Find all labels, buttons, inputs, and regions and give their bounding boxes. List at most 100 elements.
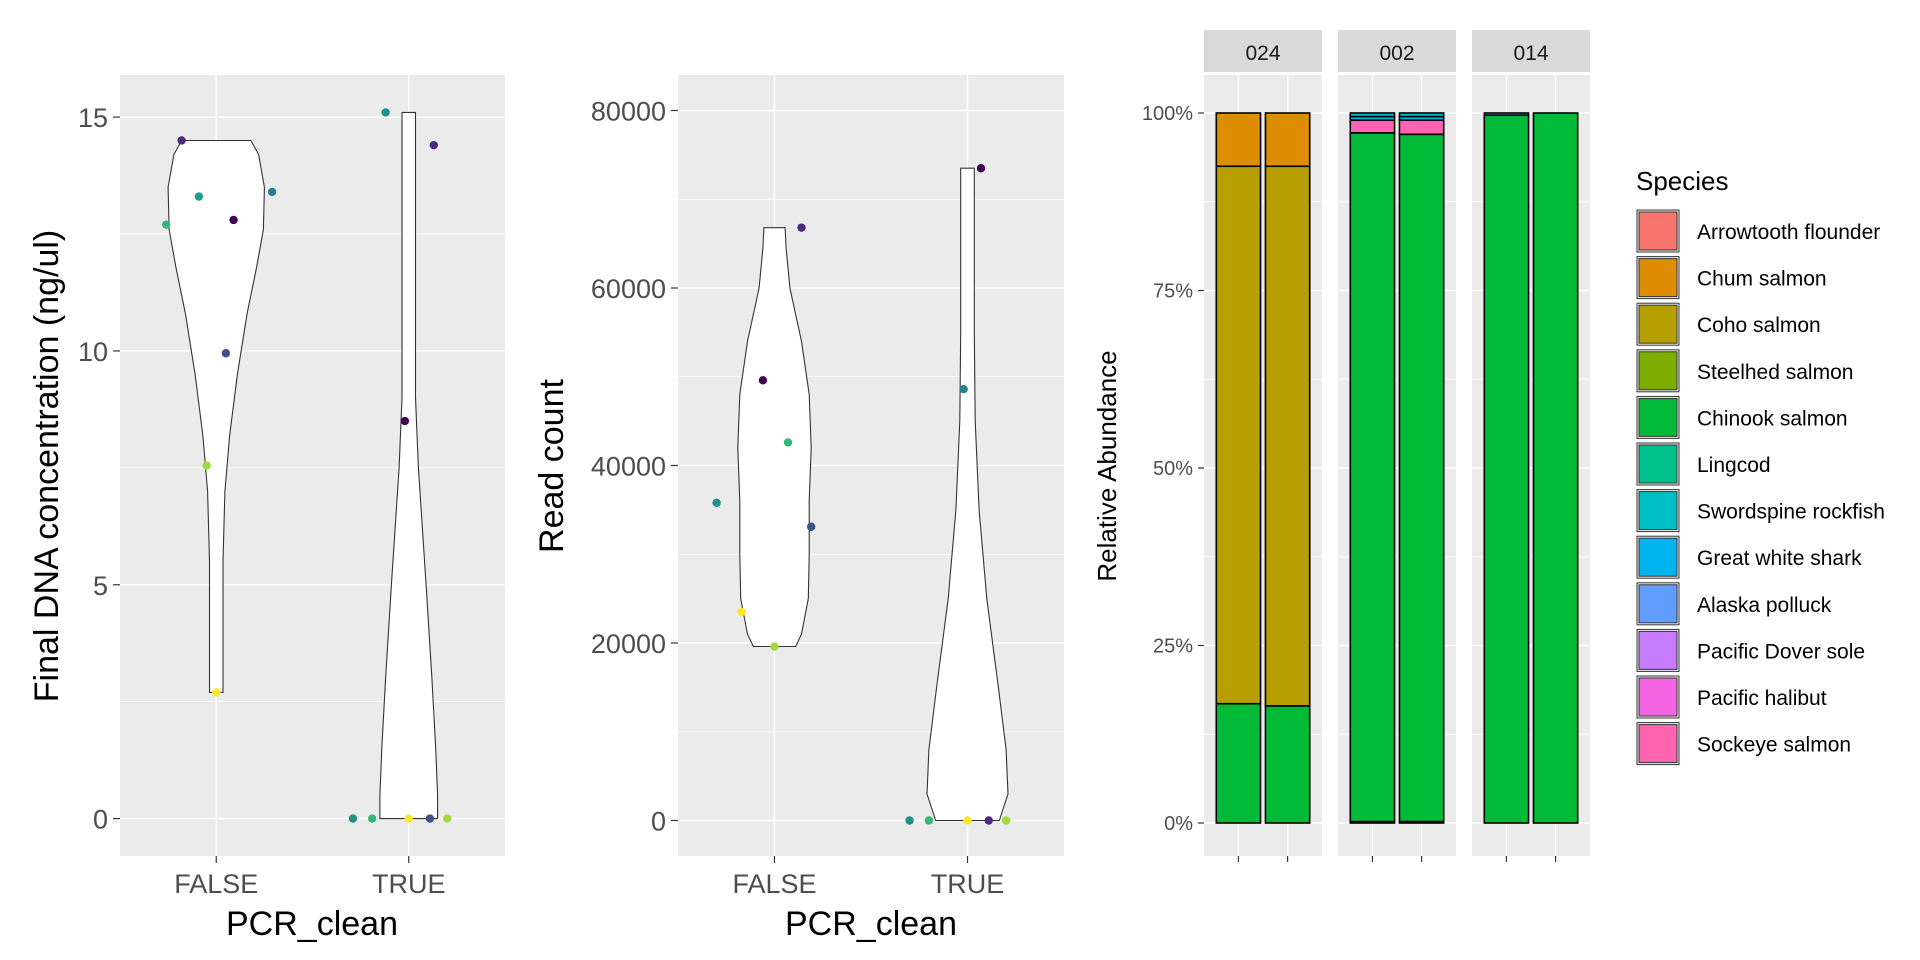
data-point [425,814,435,823]
data-point [221,349,231,358]
data-point [212,688,221,697]
legend-item: Arrowtooth flounder [1636,209,1880,253]
y-tick-label: 25% [1153,636,1193,658]
data-point [959,384,968,394]
legend-item: Pacific halibut [1636,675,1827,719]
panel-1-x-axis-title: PCR_clean [226,905,398,943]
y-tick-label: 0% [1164,813,1193,835]
x-tick-label: FALSE [732,869,816,899]
legend-label: Arrowtooth flounder [1697,221,1880,244]
y-tick-label: 15 [78,103,108,133]
legend-swatch [1638,351,1678,391]
legend-item: Pacific Dover sole [1636,628,1865,672]
facet-014: 014 [1472,30,1590,862]
bar-segment [1215,165,1262,705]
legend-swatch [1638,724,1678,764]
legend-label: Chum salmon [1697,268,1827,291]
legend-swatch [1638,444,1678,484]
bar-segment [1349,132,1396,823]
legend-label: Swordspine rockfish [1697,501,1885,524]
panel-2-x-axis-title: PCR_clean [785,905,957,943]
p1-violin-true [379,111,439,820]
bar-segment [1398,112,1445,118]
legend-label: Coho salmon [1697,314,1821,337]
p1-violin-false [167,139,265,693]
read-count-chart: 0 20000 40000 60000 80000 FALSE TRUE PCR_clean… [533,75,1064,943]
data-point [229,215,238,225]
legend-swatch [1638,258,1678,298]
bar-segment [1264,112,1311,168]
y-tick-label: 60000 [591,274,666,304]
data-point [963,816,972,825]
species-legend: Species Arrowtooth flounder Chum salmon Co… [1636,166,1885,766]
data-point [348,814,358,823]
panel-3-y-axis-title: Relative Abundance [1092,350,1122,581]
data-point [924,816,934,825]
legend-item: Swordspine rockfish [1636,489,1885,533]
data-point [267,187,277,197]
bar-segment [1215,702,1262,824]
data-point [797,223,806,232]
facet-strip [1338,30,1456,72]
data-point [783,438,793,447]
legend-swatch [1638,584,1678,624]
bar-segment [1532,112,1579,824]
data-point [202,461,211,470]
legend-swatch [1638,304,1678,344]
legend-swatch [1638,491,1678,531]
legend-swatch [1638,537,1678,577]
y-tick-label: 80000 [591,97,666,127]
legend-label: Lingcod [1697,454,1771,477]
relative-abundance-chart: 024 002 014 0% 25% 50% 75% 100% Relative Abund… [1092,30,1590,862]
data-point [905,816,914,825]
legend-label: Chinook salmon [1697,407,1848,430]
data-point [984,816,993,825]
legend-item: Chinook salmon [1636,395,1848,439]
data-point [443,814,452,823]
legend-label: Steelhed salmon [1697,361,1853,384]
x-tick-label: TRUE [931,869,1005,899]
p2-violin-false [737,227,812,648]
legend-item: Lingcod [1636,442,1771,486]
panel-2-y-axis-title: Read count [533,378,571,552]
legend-item: Alaska polluck [1636,582,1832,626]
panel-1-y-axis-title: Final DNA concentration (ng/ul) [28,230,66,702]
data-point [737,607,746,617]
data-point [976,163,986,173]
bar-segment [1264,165,1311,707]
bar-segment [1398,133,1445,823]
y-tick-label: 0 [93,805,108,835]
facet-strip-label: 002 [1379,42,1414,65]
data-point [1001,816,1011,825]
legend-item: Sockeye salmon [1636,722,1851,766]
legend-label: Alaska polluck [1697,594,1832,617]
bar-segment [1398,119,1445,136]
legend-label: Pacific Dover sole [1697,640,1865,663]
bar-segment [1483,112,1530,116]
legend-swatch [1638,211,1678,251]
data-point [429,140,438,150]
data-point [367,814,377,823]
legend-swatch [1638,397,1678,437]
bar-segment [1349,112,1396,118]
y-tick-label: 75% [1153,281,1193,303]
legend-label: Great white shark [1697,547,1862,570]
y-tick-label: 10 [78,337,108,367]
data-point [758,376,768,385]
y-tick-label: 50% [1153,458,1193,480]
facet-strip-label: 014 [1513,42,1548,65]
dna-concentration-chart: 0 5 10 15 FALSE TRUE PCR_clean Final DNA conc… [28,75,505,943]
data-point [404,814,413,823]
data-point [806,522,816,531]
legend-label: Pacific halibut [1697,687,1827,710]
data-point [381,108,390,117]
legend-item: Great white shark [1636,535,1862,579]
x-tick-label: FALSE [174,869,258,899]
legend-label: Sockeye salmon [1697,734,1851,757]
facet-002: 002 [1338,30,1456,862]
data-point [712,498,721,507]
data-point [770,642,779,651]
facet-strip-label: 024 [1245,42,1280,65]
facet-024: 024 [1204,30,1322,862]
